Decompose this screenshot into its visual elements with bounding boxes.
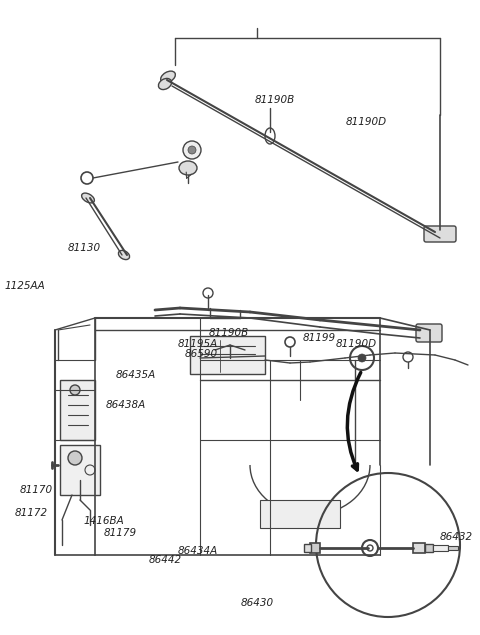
Circle shape <box>350 346 374 370</box>
Circle shape <box>183 141 201 159</box>
Bar <box>448 546 458 550</box>
Text: 1125AA: 1125AA <box>5 281 46 291</box>
Text: 1416BA: 1416BA <box>84 516 125 526</box>
Ellipse shape <box>158 79 171 90</box>
Bar <box>304 544 311 552</box>
Text: 86590: 86590 <box>185 349 218 359</box>
Bar <box>60 445 100 495</box>
Bar <box>310 543 320 553</box>
Bar <box>433 545 448 551</box>
FancyBboxPatch shape <box>416 324 442 342</box>
Circle shape <box>362 540 378 556</box>
Text: 81170: 81170 <box>19 485 52 495</box>
Text: 81130: 81130 <box>67 243 100 253</box>
Bar <box>260 500 340 528</box>
Text: 86442: 86442 <box>149 555 182 565</box>
Text: 86430: 86430 <box>240 598 274 608</box>
Circle shape <box>358 354 366 362</box>
Text: 81190D: 81190D <box>346 117 387 127</box>
Text: 81179: 81179 <box>103 528 136 538</box>
Text: 81190B: 81190B <box>254 95 295 105</box>
Circle shape <box>68 451 82 465</box>
Text: 86432: 86432 <box>439 531 472 542</box>
Text: 81172: 81172 <box>14 508 48 518</box>
Ellipse shape <box>82 193 95 203</box>
Text: 81190B: 81190B <box>209 328 249 338</box>
Bar <box>413 543 425 553</box>
Bar <box>190 336 265 374</box>
Text: 86435A: 86435A <box>115 370 156 380</box>
Text: 86434A: 86434A <box>178 545 218 556</box>
Ellipse shape <box>179 161 197 175</box>
Text: 86438A: 86438A <box>106 400 146 410</box>
FancyBboxPatch shape <box>424 226 456 242</box>
Text: 81199: 81199 <box>302 333 336 343</box>
Bar <box>425 544 433 552</box>
Circle shape <box>70 385 80 395</box>
Ellipse shape <box>119 250 130 260</box>
Circle shape <box>188 146 196 154</box>
Ellipse shape <box>161 71 175 83</box>
Text: 81195A: 81195A <box>178 339 218 349</box>
Bar <box>60 380 95 440</box>
Text: 81190D: 81190D <box>336 339 377 349</box>
